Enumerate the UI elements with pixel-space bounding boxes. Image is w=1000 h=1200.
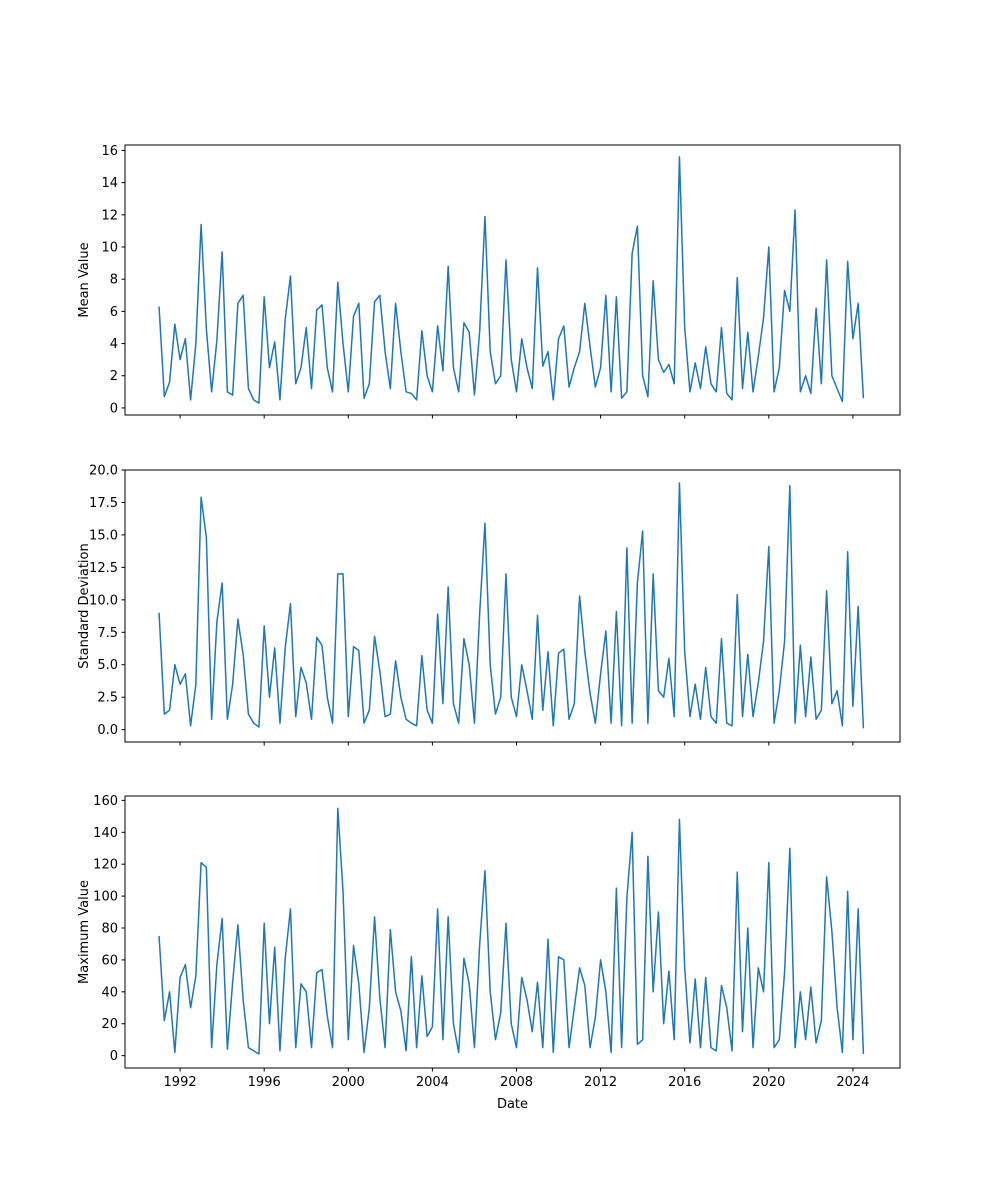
data-line [158,807,865,1055]
x-tick-label: 2024 [836,1075,869,1090]
y-tick-label: 160 [93,794,118,809]
axes-frame [124,144,901,416]
y-tick-label: 0 [110,1049,118,1064]
y-tick-label: 8 [110,273,118,288]
axes-frame [124,469,901,743]
y-axis-label: Mean Value [77,242,92,317]
y-tick-label: 20.0 [89,464,118,479]
data-line [158,156,865,404]
y-tick-label: 4 [110,337,118,352]
y-tick-label: 15.0 [89,528,118,543]
x-tick-label: 2020 [752,1075,785,1090]
y-tick-label: 5.0 [97,658,118,673]
x-tick-label: 2008 [500,1075,533,1090]
x-tick-label: 2000 [332,1075,365,1090]
y-tick-label: 10.0 [89,593,118,608]
y-tick-label: 20 [101,1017,118,1032]
y-tick-label: 10 [101,241,118,256]
x-axis-label: Date [497,1097,528,1112]
y-axis-label: Maximum Value [77,880,92,984]
x-tick-label: 2004 [416,1075,449,1090]
y-tick-label: 120 [93,858,118,873]
y-tick-label: 40 [101,985,118,1000]
y-tick-label: 12.5 [89,561,118,576]
y-tick-label: 60 [101,953,118,968]
y-tick-label: 14 [101,176,118,191]
y-tick-label: 80 [101,922,118,937]
y-tick-label: 140 [93,826,118,841]
x-tick-label: 2012 [584,1075,617,1090]
y-tick-label: 16 [101,144,118,159]
y-tick-label: 0 [110,401,118,416]
axes-frame [124,795,901,1069]
y-tick-label: 7.5 [97,626,118,641]
data-line [158,482,865,729]
y-tick-label: 6 [110,305,118,320]
y-tick-label: 0.0 [97,723,118,738]
x-tick-label: 2016 [668,1075,701,1090]
x-tick-label: 1992 [164,1075,197,1090]
y-tick-label: 100 [93,890,118,905]
y-tick-label: 2.5 [97,691,118,706]
x-tick-label: 1996 [248,1075,281,1090]
y-axis-label: Standard Deviation [77,543,92,668]
y-tick-label: 12 [101,208,118,223]
y-tick-label: 2 [110,369,118,384]
y-tick-label: 17.5 [89,496,118,511]
